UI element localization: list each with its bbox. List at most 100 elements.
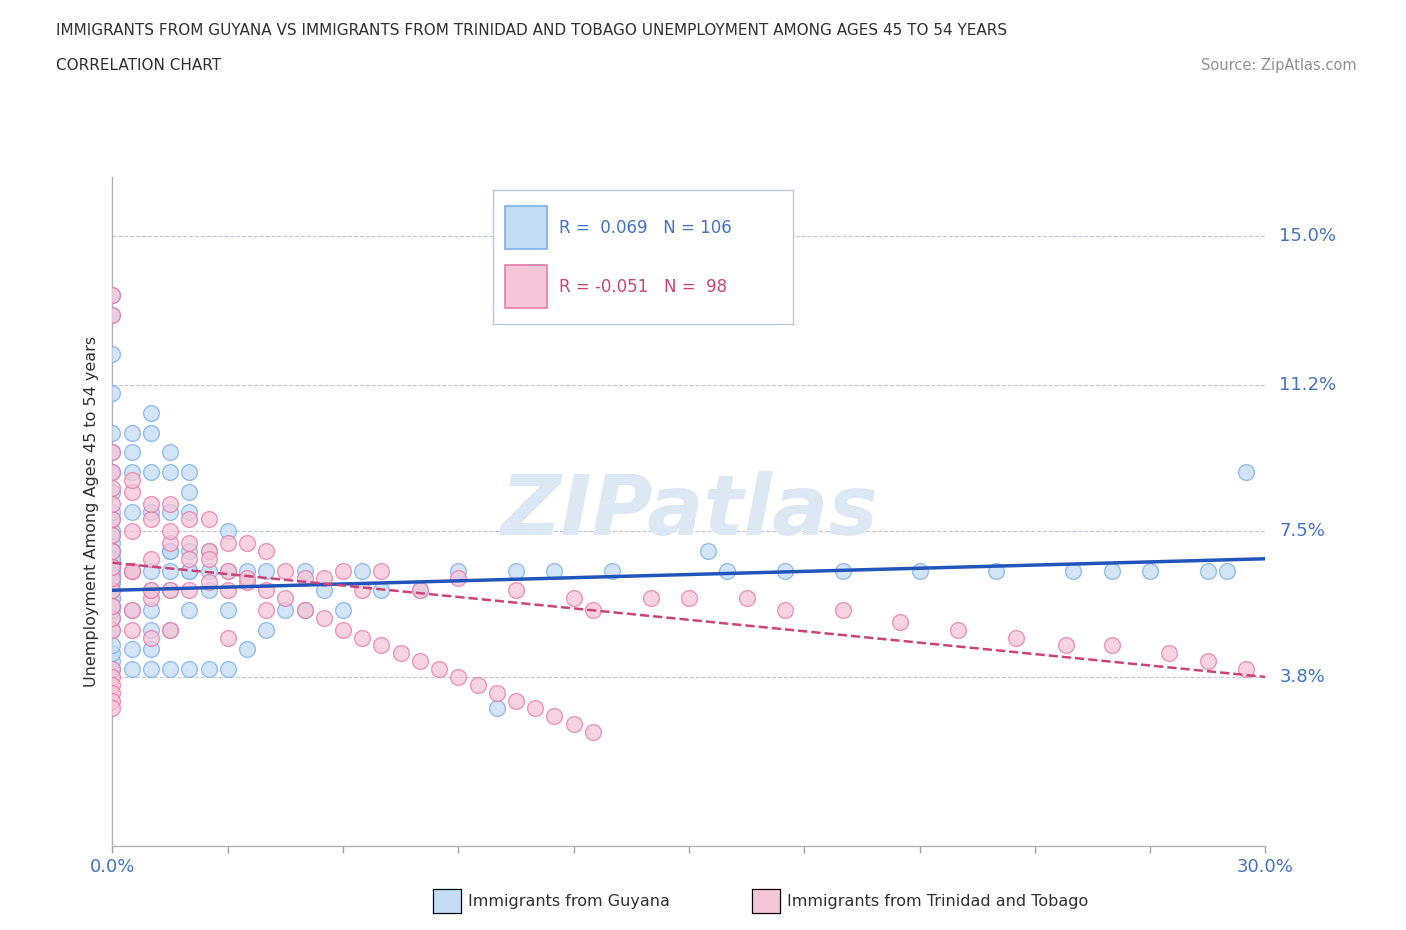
Point: [254, 622, 277, 637]
Point: [139, 497, 162, 512]
Point: [139, 661, 162, 676]
Point: [678, 591, 700, 605]
Point: [101, 567, 124, 582]
Point: [197, 661, 219, 676]
Text: 11.2%: 11.2%: [1279, 377, 1337, 394]
Point: [447, 564, 470, 578]
Point: [294, 603, 316, 618]
Point: [101, 599, 124, 614]
Point: [101, 551, 124, 566]
Point: [139, 622, 162, 637]
Point: [254, 603, 277, 618]
Point: [101, 701, 124, 716]
Point: [447, 670, 470, 684]
Point: [197, 551, 219, 566]
Point: [524, 701, 547, 716]
Text: Immigrants from Guyana: Immigrants from Guyana: [468, 894, 671, 909]
Point: [831, 603, 853, 618]
Point: [101, 445, 124, 459]
Point: [159, 465, 181, 480]
Point: [427, 661, 450, 676]
Point: [139, 405, 162, 420]
Point: [467, 677, 489, 692]
Point: [370, 638, 392, 653]
Point: [101, 512, 124, 526]
Point: [159, 543, 181, 558]
Point: [217, 583, 239, 598]
Point: [121, 603, 143, 618]
Point: [505, 693, 527, 708]
Point: [159, 543, 181, 558]
Point: [101, 465, 124, 480]
Point: [121, 465, 143, 480]
Point: [217, 564, 239, 578]
Point: [121, 564, 143, 578]
Point: [409, 583, 432, 598]
Text: IMMIGRANTS FROM GUYANA VS IMMIGRANTS FROM TRINIDAD AND TOBAGO UNEMPLOYMENT AMONG: IMMIGRANTS FROM GUYANA VS IMMIGRANTS FRO…: [56, 23, 1007, 38]
Text: Source: ZipAtlas.com: Source: ZipAtlas.com: [1201, 58, 1357, 73]
Text: 3.8%: 3.8%: [1279, 668, 1324, 686]
Point: [179, 603, 201, 618]
Point: [139, 583, 162, 598]
Point: [562, 591, 585, 605]
Point: [101, 610, 124, 625]
Point: [101, 445, 124, 459]
Point: [101, 599, 124, 614]
Point: [1101, 638, 1123, 653]
Point: [121, 603, 143, 618]
Point: [159, 564, 181, 578]
Point: [101, 497, 124, 512]
Point: [139, 465, 162, 480]
Point: [236, 642, 259, 657]
Point: [101, 603, 124, 618]
Point: [352, 583, 374, 598]
Point: [159, 622, 181, 637]
Point: [139, 504, 162, 519]
Point: [294, 571, 316, 586]
Point: [101, 559, 124, 574]
Point: [179, 551, 201, 566]
Point: [312, 610, 335, 625]
Point: [1197, 564, 1219, 578]
Point: [505, 583, 527, 598]
Point: [447, 571, 470, 586]
Point: [101, 543, 124, 558]
Point: [697, 543, 720, 558]
Point: [485, 685, 508, 700]
Point: [179, 583, 201, 598]
Point: [370, 564, 392, 578]
Point: [101, 654, 124, 669]
Point: [217, 564, 239, 578]
Point: [217, 536, 239, 551]
Point: [139, 642, 162, 657]
Point: [101, 543, 124, 558]
Point: [121, 425, 143, 440]
Point: [121, 524, 143, 538]
Text: CORRELATION CHART: CORRELATION CHART: [56, 58, 221, 73]
Point: [1004, 631, 1026, 645]
Point: [101, 583, 124, 598]
Point: [197, 575, 219, 590]
Point: [139, 425, 162, 440]
Point: [254, 543, 277, 558]
Point: [101, 307, 124, 322]
Point: [505, 564, 527, 578]
Point: [217, 524, 239, 538]
Point: [946, 622, 969, 637]
Point: [332, 622, 354, 637]
Point: [236, 536, 259, 551]
Point: [101, 670, 124, 684]
Point: [101, 551, 124, 566]
Point: [101, 386, 124, 401]
Text: 7.5%: 7.5%: [1279, 522, 1326, 540]
Point: [217, 603, 239, 618]
Point: [139, 583, 162, 598]
Point: [254, 583, 277, 598]
Point: [716, 564, 738, 578]
Point: [101, 677, 124, 692]
Point: [274, 603, 297, 618]
Point: [352, 564, 374, 578]
Point: [1054, 638, 1077, 653]
Point: [274, 564, 297, 578]
Point: [101, 591, 124, 605]
